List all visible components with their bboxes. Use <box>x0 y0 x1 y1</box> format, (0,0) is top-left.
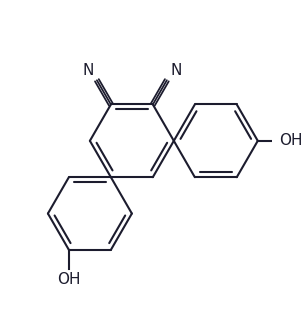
Text: OH: OH <box>279 133 302 148</box>
Text: N: N <box>170 64 182 78</box>
Text: OH: OH <box>57 272 81 287</box>
Text: N: N <box>82 64 93 78</box>
